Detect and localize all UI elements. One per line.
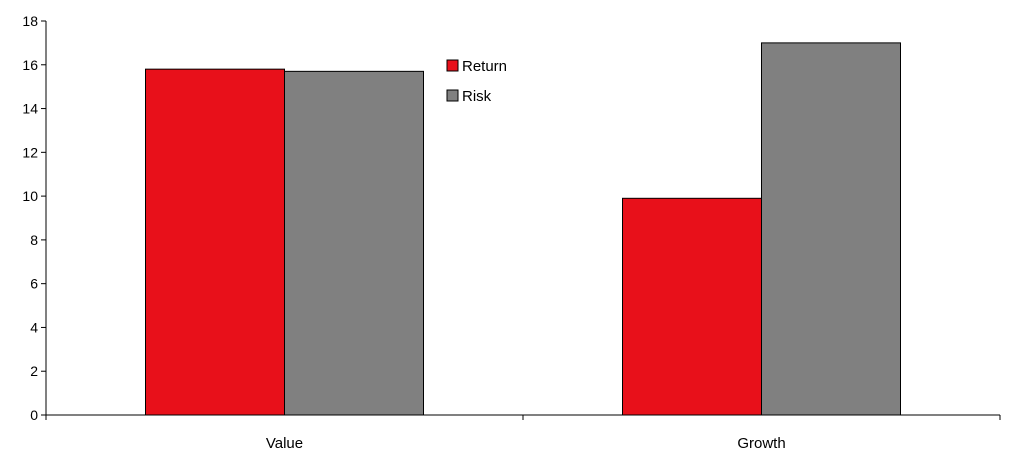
y-tick-label: 0 <box>30 407 38 423</box>
y-tick-label: 10 <box>22 188 38 204</box>
legend: Return Risk <box>446 58 507 105</box>
axis-labels: 0 2 4 6 8 10 12 14 16 18 Value Growth <box>22 13 785 452</box>
bar-risk-value <box>284 70 424 416</box>
legend-swatch-risk <box>446 89 459 102</box>
y-tick-label: 16 <box>22 57 38 73</box>
y-tick-label: 8 <box>30 232 38 248</box>
bars <box>145 42 901 416</box>
bar-return-value <box>145 68 285 416</box>
bar-return-growth <box>622 197 762 416</box>
y-tick-label: 18 <box>22 13 38 29</box>
legend-label-return: Return <box>462 58 507 75</box>
y-tick-label: 14 <box>22 101 38 117</box>
y-tick-label: 2 <box>30 363 38 379</box>
legend-swatch-return <box>446 59 459 72</box>
y-tick-label: 6 <box>30 276 38 292</box>
legend-label-risk: Risk <box>462 88 492 105</box>
y-tick-label: 12 <box>22 144 38 160</box>
x-category-label: Growth <box>737 435 785 452</box>
bar-risk-growth <box>761 42 901 416</box>
x-category-label: Value <box>266 435 303 452</box>
y-tick-label: 4 <box>30 319 38 335</box>
